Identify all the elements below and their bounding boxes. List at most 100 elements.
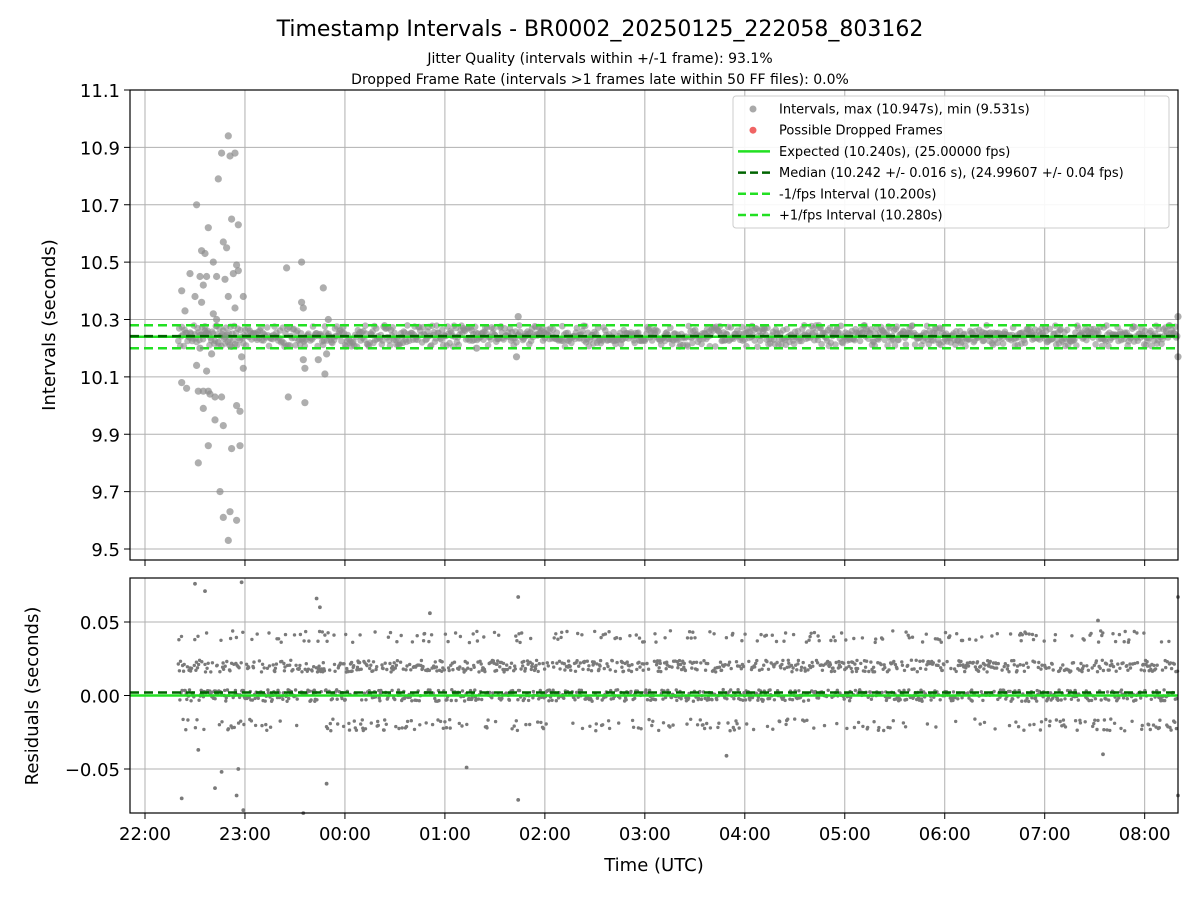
residual-point [951,698,955,703]
residual-point [562,696,566,700]
interval-point [902,341,910,348]
interval-outlier-point [224,292,232,301]
residual-point [344,632,348,637]
residual-point [315,698,319,702]
interval-point [513,339,520,346]
interval-outlier-point [233,261,241,269]
residual-point [282,661,286,666]
residual-point [948,634,952,638]
residual-point [943,630,948,635]
residual-point [685,636,690,640]
residual-point [534,658,539,663]
residual-point [563,668,567,672]
residual-point [421,664,425,669]
interval-outlier-point [181,307,189,315]
residual-point [1162,688,1166,692]
residual-point [558,667,562,671]
interval-point [817,324,824,332]
residual-point [306,667,311,671]
residual-point [1018,663,1022,667]
residual-point [1122,640,1126,644]
residual-point [395,640,399,644]
residual-point [912,667,916,671]
residual-point [815,661,820,665]
residual-point [1155,663,1159,667]
interval-point [654,327,661,335]
residual-point [177,669,182,673]
residual-point [1079,661,1083,666]
residual-point [536,720,540,724]
residual-point [721,687,725,692]
residual-point [529,667,533,672]
residual-point [226,727,231,731]
residual-point [705,721,709,726]
residual-point [494,668,499,673]
residual-point [215,663,219,667]
residual-outlier-point [196,748,201,752]
residual-point [283,632,288,637]
residual-point [347,721,351,726]
residual-point [791,632,796,637]
residual-point [1101,668,1106,673]
residual-point [274,662,279,666]
residual-point [755,639,759,643]
residual-point [182,662,186,667]
residual-point [530,664,534,669]
residual-point [812,630,817,635]
interval-point [1092,341,1099,348]
residual-point [467,640,472,645]
residual-point [869,660,873,664]
interval-point [389,324,397,331]
residual-point [332,662,337,667]
x-tick-label: 01:00 [419,824,471,845]
residual-point [453,631,458,635]
residual-point [552,665,556,669]
residual-point [781,658,785,663]
residual-point [835,721,839,726]
residual-point [1133,661,1137,666]
residual-point [594,722,598,726]
residual-point [833,639,837,643]
interval-outlier-point [196,272,204,281]
residual-point [253,696,257,701]
residual-point [621,669,626,673]
residual-outlier-point [314,596,319,601]
residual-point [1169,666,1174,671]
residual-point [920,640,925,644]
residual-point [1024,631,1028,636]
residual-point [1030,696,1034,700]
intervals-y-tick-label: 11.1 [80,81,120,102]
residual-point [369,663,373,667]
residual-point [512,724,516,728]
residual-point [580,633,584,637]
interval-point [881,336,889,344]
residual-point [1048,719,1052,723]
residual-point [571,721,575,725]
residual-point [403,696,407,700]
residual-point [328,668,332,672]
residual-point [634,633,638,637]
residual-point [195,666,200,670]
residual-point [682,661,686,666]
residual-point [1113,639,1118,644]
residual-point [853,688,858,693]
interval-outlier-point [234,267,242,275]
residual-outlier-point [318,605,322,610]
interval-outlier-point [226,508,234,516]
residual-point [753,665,757,669]
residual-point [779,666,783,670]
residual-point [629,689,633,694]
residual-point [683,668,688,673]
residual-point [1135,661,1140,665]
residual-point [699,697,704,702]
residual-point [1095,727,1099,732]
residual-point [949,666,953,671]
residual-point [738,697,742,702]
residual-point [280,659,284,664]
residual-point [664,667,668,671]
residual-point [691,699,696,703]
residual-point [1008,632,1013,636]
interval-outlier-point [284,393,292,401]
residual-point [1174,726,1179,731]
residual-point [209,670,213,674]
